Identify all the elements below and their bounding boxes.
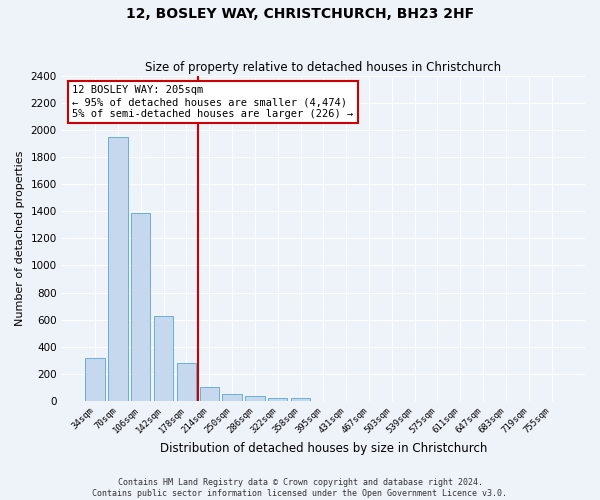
- Title: Size of property relative to detached houses in Christchurch: Size of property relative to detached ho…: [145, 62, 502, 74]
- Bar: [177, 363, 196, 401]
- Bar: [154, 316, 173, 401]
- Text: 12 BOSLEY WAY: 205sqm
← 95% of detached houses are smaller (4,474)
5% of semi-de: 12 BOSLEY WAY: 205sqm ← 95% of detached …: [72, 86, 353, 118]
- Text: 12, BOSLEY WAY, CHRISTCHURCH, BH23 2HF: 12, BOSLEY WAY, CHRISTCHURCH, BH23 2HF: [126, 8, 474, 22]
- Bar: [85, 358, 105, 401]
- Y-axis label: Number of detached properties: Number of detached properties: [15, 150, 25, 326]
- Bar: [131, 214, 151, 401]
- X-axis label: Distribution of detached houses by size in Christchurch: Distribution of detached houses by size …: [160, 442, 487, 455]
- Text: Contains HM Land Registry data © Crown copyright and database right 2024.
Contai: Contains HM Land Registry data © Crown c…: [92, 478, 508, 498]
- Bar: [223, 394, 242, 401]
- Bar: [291, 398, 310, 401]
- Bar: [108, 136, 128, 401]
- Bar: [200, 388, 219, 401]
- Bar: [245, 396, 265, 401]
- Bar: [268, 398, 287, 401]
